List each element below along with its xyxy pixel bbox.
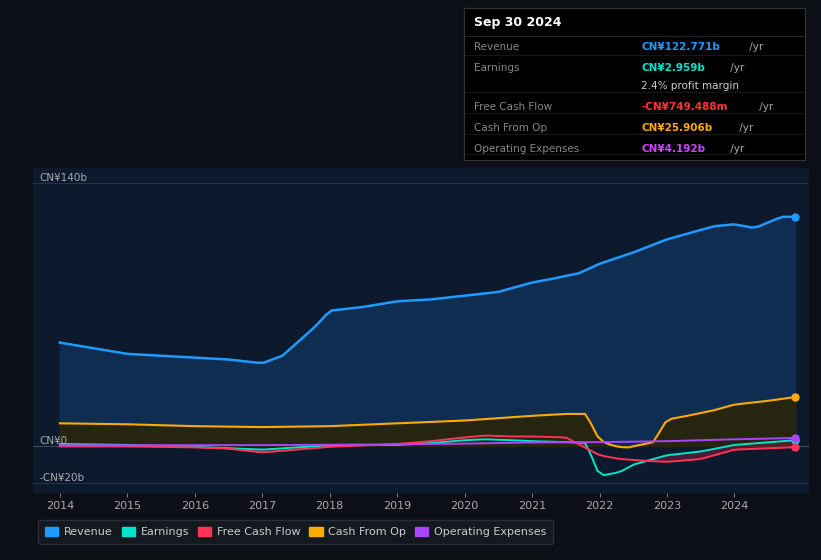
Text: /yr: /yr — [727, 144, 744, 155]
Text: CN¥25.906b: CN¥25.906b — [641, 123, 713, 133]
Text: CN¥2.959b: CN¥2.959b — [641, 63, 705, 73]
Text: CN¥4.192b: CN¥4.192b — [641, 144, 705, 155]
Legend: Revenue, Earnings, Free Cash Flow, Cash From Op, Operating Expenses: Revenue, Earnings, Free Cash Flow, Cash … — [39, 520, 553, 544]
Text: /yr: /yr — [727, 63, 744, 73]
Text: /yr: /yr — [746, 41, 764, 52]
Text: CN¥122.771b: CN¥122.771b — [641, 41, 720, 52]
Text: -CN¥749.488m: -CN¥749.488m — [641, 102, 727, 112]
Text: Free Cash Flow: Free Cash Flow — [474, 102, 553, 112]
Text: CN¥140b: CN¥140b — [39, 173, 88, 183]
Text: /yr: /yr — [755, 102, 773, 112]
Text: -CN¥20b: -CN¥20b — [39, 473, 85, 483]
Text: Sep 30 2024: Sep 30 2024 — [474, 16, 562, 29]
Text: Cash From Op: Cash From Op — [474, 123, 547, 133]
Text: CN¥0: CN¥0 — [39, 436, 67, 446]
Text: Earnings: Earnings — [474, 63, 520, 73]
Text: Operating Expenses: Operating Expenses — [474, 144, 580, 155]
Text: /yr: /yr — [736, 123, 754, 133]
Text: 2.4% profit margin: 2.4% profit margin — [641, 81, 739, 91]
Text: Revenue: Revenue — [474, 41, 519, 52]
